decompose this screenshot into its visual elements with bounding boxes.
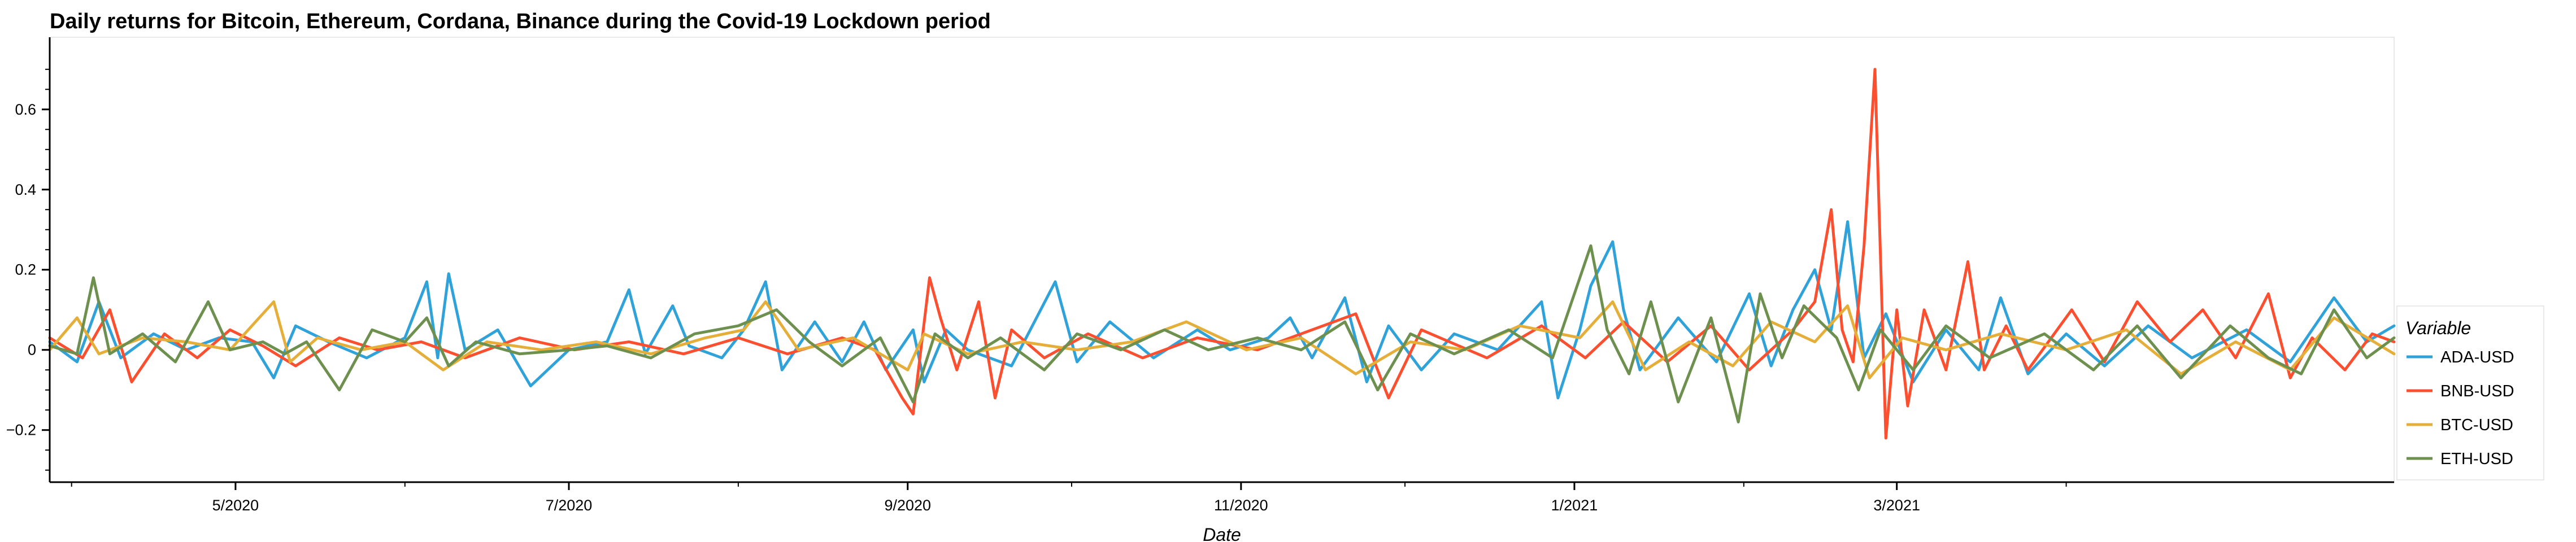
legend: Variable ADA-USD BNB-USD BTC-USD ETH-USD — [2396, 305, 2544, 480]
x-tick-label: 7/2020 — [546, 497, 593, 514]
x-axis-ticks: 5/2020 7/2020 9/2020 11/2020 1/2021 3/2021 — [71, 482, 2067, 514]
x-tick-label: 9/2020 — [884, 497, 931, 514]
y-tick-label: −0.2 — [6, 422, 36, 439]
y-axis-ticks: −0.2 0 0.2 0.4 0.6 — [6, 68, 50, 471]
y-tick-label: 0 — [28, 342, 36, 359]
legend-label-eth-usd: ETH-USD — [2440, 450, 2513, 468]
x-tick-label: 1/2021 — [1551, 497, 1598, 514]
legend-title: Variable — [2405, 318, 2471, 338]
x-tick-label: 5/2020 — [212, 497, 259, 514]
series-layer — [48, 68, 2396, 440]
x-tick-label: 3/2021 — [1873, 497, 1920, 514]
legend-label-btc-usd: BTC-USD — [2440, 416, 2513, 434]
series-line-ada-usd — [48, 220, 2396, 400]
y-tick-label: 0.6 — [15, 101, 36, 118]
y-tick-label: 0.4 — [15, 181, 36, 198]
series-line-eth-usd — [48, 244, 2396, 423]
legend-label-bnb-usd: BNB-USD — [2440, 382, 2514, 400]
y-tick-label: 0.2 — [15, 261, 36, 278]
x-tick-label: 11/2020 — [1214, 497, 1268, 514]
legend-items: ADA-USD BNB-USD BTC-USD ETH-USD — [2407, 348, 2514, 468]
legend-box — [2396, 305, 2544, 480]
plot-area — [49, 37, 2395, 483]
series-line-btc-usd — [48, 300, 2396, 379]
chart-title: Daily returns for Bitcoin, Ethereum, Cor… — [50, 10, 991, 33]
series-line-bnb-usd — [48, 68, 2396, 440]
x-axis-label: Date — [1203, 524, 1241, 542]
legend-label-ada-usd: ADA-USD — [2440, 348, 2514, 366]
